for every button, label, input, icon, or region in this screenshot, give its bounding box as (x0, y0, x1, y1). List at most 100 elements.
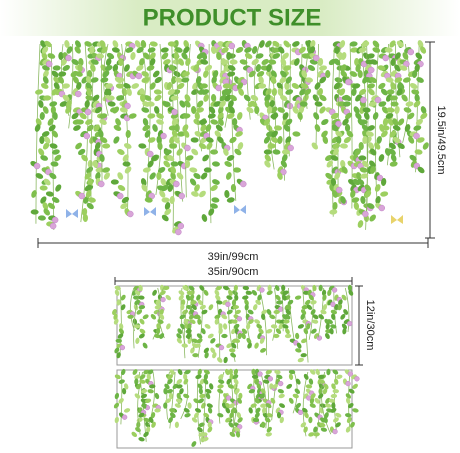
leaf (116, 95, 125, 101)
leaf (203, 373, 209, 380)
leaf (170, 95, 179, 101)
leaf (279, 76, 287, 84)
leaf (155, 299, 161, 306)
flower (240, 180, 247, 188)
leaf (378, 82, 386, 90)
leaf (92, 160, 99, 168)
leaf (120, 304, 126, 311)
leaf (185, 294, 191, 301)
leaf (211, 161, 220, 167)
leaf (131, 83, 140, 89)
leaf (184, 94, 191, 102)
leaf (150, 314, 157, 320)
leaf (53, 82, 60, 90)
leaf (75, 142, 83, 150)
leaf (130, 52, 136, 60)
leaf (182, 285, 188, 291)
leaf (197, 427, 203, 433)
leaf (244, 304, 249, 311)
leaf (225, 368, 230, 376)
leaf (61, 83, 70, 89)
leaf (99, 136, 108, 144)
leaf (134, 299, 140, 306)
leaf (169, 64, 176, 72)
leaf (417, 40, 424, 48)
leaf (244, 299, 249, 306)
flower (171, 108, 178, 116)
leaf (84, 184, 92, 192)
leaf (43, 136, 51, 144)
leaf (203, 289, 209, 296)
leaf (209, 383, 214, 390)
leaf (389, 95, 398, 101)
leaf (259, 40, 265, 48)
leaf (227, 384, 234, 389)
leaf (245, 290, 253, 295)
flower (127, 210, 134, 218)
leaf (154, 106, 160, 114)
flower (354, 376, 360, 382)
leaf (332, 142, 340, 150)
leaf (362, 130, 368, 138)
leaf (210, 338, 216, 344)
leaf (326, 368, 331, 376)
leaf (115, 338, 122, 343)
leaf (266, 426, 272, 433)
leaf (199, 393, 206, 399)
leaf (403, 107, 412, 113)
leaf (255, 53, 264, 59)
leaf (198, 398, 204, 404)
leaf (314, 101, 323, 107)
leaf (226, 197, 235, 203)
leaf (177, 131, 186, 137)
leaf (242, 295, 249, 300)
leaf (237, 417, 243, 423)
leaf (143, 95, 152, 101)
leaf (168, 392, 174, 400)
leaf (78, 148, 86, 156)
leaf (225, 172, 232, 180)
leaf (186, 332, 191, 340)
leaf (227, 71, 236, 77)
leaf (84, 100, 90, 108)
leaf (270, 113, 279, 119)
leaf (200, 124, 207, 132)
leaf (331, 313, 336, 320)
leaf (175, 398, 183, 404)
leaf (255, 407, 261, 414)
leaf (223, 323, 228, 330)
leaf (139, 318, 145, 325)
vine-stem (121, 43, 129, 216)
flower (330, 301, 336, 308)
leaf (390, 82, 396, 90)
leaf (360, 173, 369, 179)
leaf (47, 118, 54, 126)
leaf (30, 209, 39, 215)
leaf (405, 101, 414, 107)
leaf (229, 431, 236, 437)
leaf (241, 328, 248, 334)
leaf (351, 197, 360, 203)
leaf (116, 77, 125, 83)
leaf (229, 403, 235, 409)
leaf (299, 88, 306, 96)
leaf (309, 369, 316, 375)
leaf (255, 64, 262, 72)
leaf (42, 76, 49, 84)
leaf (359, 119, 368, 125)
leaf (119, 323, 124, 330)
leaf (318, 379, 325, 384)
leaf (319, 403, 327, 408)
flower (267, 376, 274, 382)
leaf (170, 166, 177, 174)
leaf (225, 407, 231, 414)
leaf (237, 112, 243, 120)
vine-stem (302, 287, 309, 363)
leaf (223, 356, 228, 364)
leaf (282, 290, 289, 296)
flower (367, 66, 375, 74)
leaf (186, 290, 194, 295)
leaf (369, 160, 376, 168)
leaf (149, 58, 156, 66)
leaf (167, 41, 176, 47)
